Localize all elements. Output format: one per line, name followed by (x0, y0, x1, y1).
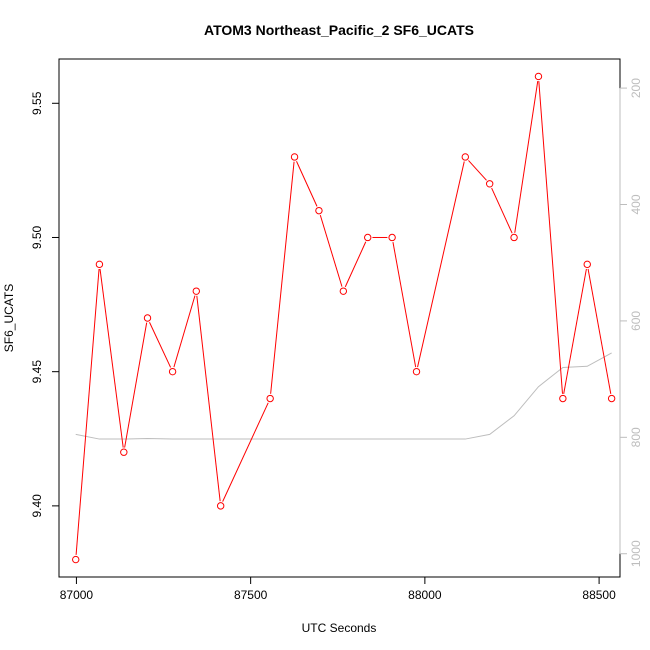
data-point (216, 502, 225, 510)
plot-frame (58, 58, 621, 578)
data-point (583, 260, 591, 269)
x-axis: 87000 87500 88000 88500 (60, 576, 616, 602)
series-1-segment (173, 295, 196, 368)
series-1 (72, 72, 616, 564)
data-point (364, 233, 372, 242)
series-layer (72, 72, 616, 564)
data-point (168, 367, 177, 376)
data-point (143, 314, 152, 322)
data-point (95, 260, 104, 269)
data-point (266, 394, 274, 403)
data-point (388, 233, 396, 242)
x-tick-label: 87000 (60, 588, 94, 602)
data-point (534, 72, 543, 81)
y2-tick-label: 200 (629, 78, 643, 98)
data-point (412, 367, 421, 376)
data-point (510, 233, 518, 242)
data-point (339, 287, 348, 295)
series-2 (75, 352, 612, 440)
y2-tick-label: 800 (629, 427, 643, 447)
series-2-line (75, 352, 612, 440)
series-1-segment (270, 161, 295, 394)
series-1-segment (149, 322, 172, 368)
y-tick-label: 9.55 (30, 91, 44, 115)
y-axis: 9.40 9.45 9.50 9.55 (30, 91, 60, 518)
series-1-segment (538, 81, 563, 394)
series-1-segment (99, 268, 124, 448)
x-axis-label: UTC Seconds (302, 621, 377, 635)
y-axis-label: SF6_UCATS (2, 284, 16, 352)
series-1-segment (222, 402, 269, 502)
chart-title: ATOM3 Northeast_Pacific_2 SF6_UCATS (204, 22, 474, 38)
data-point (315, 206, 323, 215)
y2-tick-label: 600 (629, 311, 643, 331)
y-tick-label: 9.45 (30, 360, 44, 384)
y-tick-label: 9.40 (30, 494, 44, 518)
series-1-segment (514, 81, 539, 233)
series-1-segment (124, 322, 148, 448)
data-point (607, 394, 616, 403)
data-point (72, 555, 80, 564)
series-1-segment (319, 214, 343, 287)
x-tick-label: 87500 (234, 588, 268, 602)
data-point (461, 153, 469, 161)
secondary-y-axis: 200 400 600 800 1000 (619, 78, 643, 567)
y-tick-label: 9.50 (30, 225, 44, 249)
series-1-segment (196, 295, 221, 502)
series-1-segment (417, 161, 465, 368)
series-1-segment (296, 161, 318, 207)
data-point (290, 153, 299, 161)
x-tick-label: 88000 (408, 588, 442, 602)
series-1-segment (563, 268, 587, 394)
data-point (120, 448, 128, 456)
series-1-segment (75, 268, 100, 555)
series-1-segment (468, 160, 487, 181)
y2-tick-label: 1000 (629, 540, 643, 567)
series-1-segment (491, 187, 513, 234)
series-1-segment (344, 241, 367, 288)
data-point (192, 287, 200, 295)
series-1-segment (587, 268, 612, 394)
data-point (485, 180, 494, 188)
y2-tick-label: 400 (629, 194, 643, 214)
series-1-segment (392, 242, 417, 368)
data-point (559, 394, 567, 403)
x-tick-label: 88500 (582, 588, 616, 602)
